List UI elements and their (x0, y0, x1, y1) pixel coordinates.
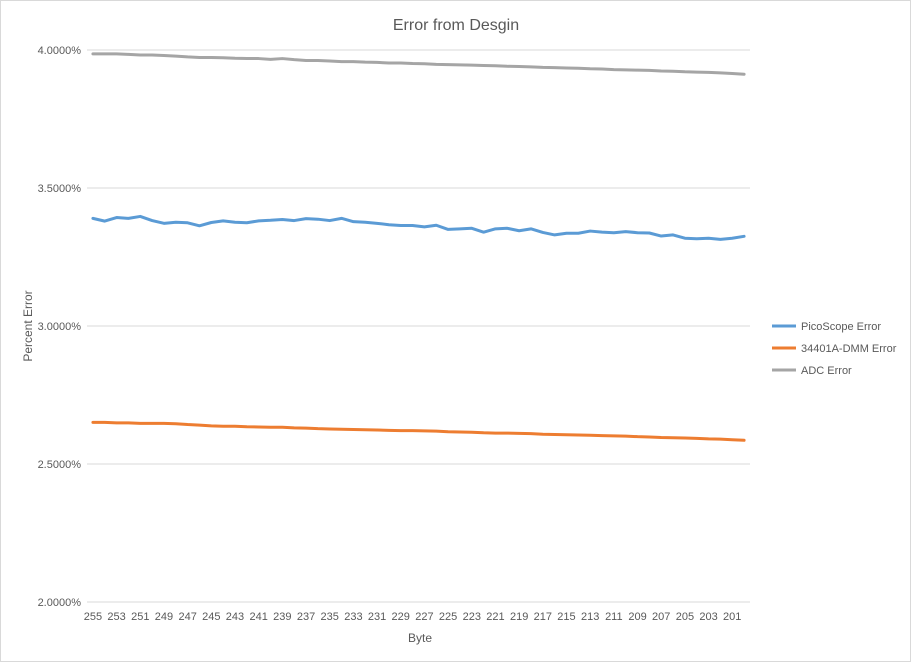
x-tick-label: 227 (415, 611, 433, 623)
x-tick-label: 213 (581, 611, 599, 623)
x-tick-label: 205 (676, 611, 694, 623)
x-tick-label: 247 (178, 611, 196, 623)
x-tick-label: 249 (155, 611, 173, 623)
x-tick-label: 235 (321, 611, 339, 623)
x-tick-label: 207 (652, 611, 670, 623)
x-tick-label: 217 (534, 611, 552, 623)
y-tick-label: 2.5000% (38, 459, 82, 471)
x-tick-label: 211 (605, 611, 623, 623)
x-tick-label: 229 (392, 611, 410, 623)
y-axis-ticks: 2.0000% 2.5000% 3.0000% 3.5000% 4.0000% (38, 45, 82, 609)
x-tick-label: 225 (439, 611, 457, 623)
series-line-picoscope-error (91, 214, 746, 241)
series-line-34401a-dmm-error (91, 420, 746, 442)
y-tick-label: 3.0000% (38, 321, 82, 333)
series-lines (91, 52, 746, 442)
x-tick-label: 215 (557, 611, 575, 623)
x-tick-label: 209 (628, 611, 646, 623)
series-line-adc-error (91, 52, 746, 76)
legend-label: ADC Error (801, 365, 852, 377)
x-tick-label: 231 (368, 611, 386, 623)
y-tick-label: 3.5000% (38, 183, 82, 195)
x-tick-label: 221 (486, 611, 504, 623)
x-tick-label: 239 (273, 611, 291, 623)
x-tick-label: 245 (202, 611, 220, 623)
gridlines (87, 49, 750, 465)
legend-label: 34401A-DMM Error (801, 343, 897, 355)
x-tick-label: 237 (297, 611, 315, 623)
x-tick-label: 243 (226, 611, 244, 623)
x-tick-label: 219 (510, 611, 528, 623)
x-tick-label: 233 (344, 611, 362, 623)
y-tick-label: 2.0000% (38, 597, 82, 609)
x-tick-label: 251 (131, 611, 149, 623)
y-axis-title: Percent Error (21, 290, 35, 361)
chart-title: Error from Desgin (393, 17, 519, 34)
x-tick-label: 253 (107, 611, 125, 623)
y-tick-label: 4.0000% (38, 45, 82, 57)
x-tick-label: 203 (699, 611, 717, 623)
x-axis-title: Byte (408, 631, 432, 645)
x-tick-label: 201 (723, 611, 741, 623)
x-tick-label: 255 (84, 611, 102, 623)
x-tick-label: 223 (463, 611, 481, 623)
x-axis-ticks: 255 253 251 249 247 245 243 241 239 237 235 233 231 2… (84, 611, 742, 623)
x-tick-label: 241 (249, 611, 267, 623)
legend: PicoScope Error 34401A-DMM Error ADC Error (772, 321, 897, 377)
legend-label: PicoScope Error (801, 321, 881, 333)
